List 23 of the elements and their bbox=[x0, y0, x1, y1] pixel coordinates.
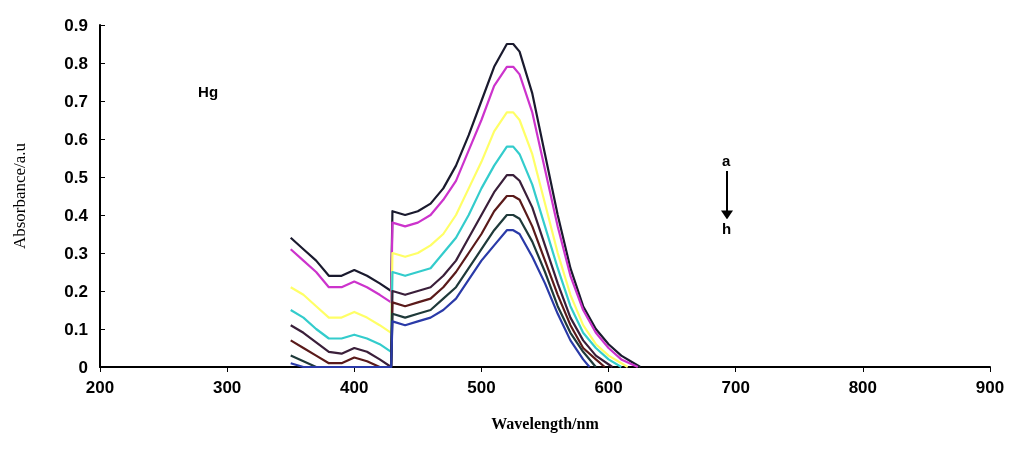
y-tick-label: 0 bbox=[78, 357, 88, 377]
y-tick-label: 0.9 bbox=[64, 15, 88, 35]
y-axis-title: Absorbance/a.u bbox=[10, 142, 29, 250]
y-tick-label: 0.8 bbox=[64, 53, 88, 73]
y-tick-label: 0.6 bbox=[64, 129, 88, 149]
x-axis-title: Wavelength/nm bbox=[491, 414, 600, 433]
annotation: h bbox=[721, 220, 732, 238]
x-tick-label: 900 bbox=[975, 378, 1005, 397]
y-tick-label: 0.7 bbox=[64, 91, 88, 111]
x-tick-label: 600 bbox=[594, 378, 623, 397]
x-tick-label: 300 bbox=[212, 378, 242, 397]
x-tick-label: 200 bbox=[85, 378, 115, 397]
annotation: Hg bbox=[198, 83, 219, 101]
y-tick-label: 0.4 bbox=[64, 205, 89, 225]
x-tick-label: 400 bbox=[340, 378, 369, 397]
annotation: a bbox=[721, 151, 731, 169]
x-tick-label: 700 bbox=[721, 378, 750, 397]
y-tick-label: 0.3 bbox=[64, 243, 88, 263]
y-tick-label: 0.1 bbox=[64, 319, 88, 339]
x-tick-label: 800 bbox=[848, 378, 878, 397]
y-tick-label: 0.5 bbox=[64, 167, 88, 187]
x-tick-label: 500 bbox=[467, 378, 496, 397]
y-tick-label: 0.2 bbox=[64, 281, 88, 301]
